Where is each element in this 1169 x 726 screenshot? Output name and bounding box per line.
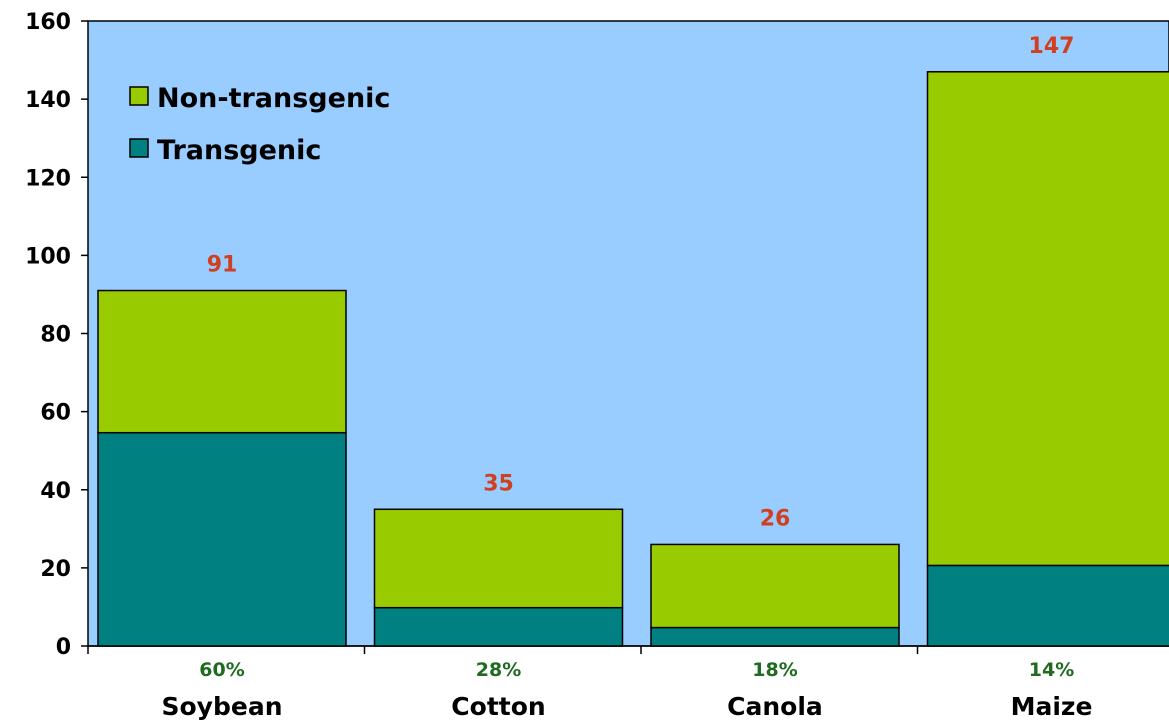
legend-label: Transgenic [157,135,321,166]
y-tick-label: 160 [25,10,71,35]
total-label: 26 [760,506,791,531]
y-tick-label: 40 [40,479,71,504]
bar-transgenic-soybean [98,433,346,646]
legend-label: Non-transgenic [157,83,390,114]
category-percent-label: 60% [199,659,244,681]
legend-swatch-transgenic [130,139,148,157]
total-label: 35 [483,471,514,496]
bar-non-transgenic-canola [651,544,899,627]
y-tick-label: 60 [40,401,71,426]
y-tick-label: 20 [40,557,71,582]
y-tick-label: 100 [25,244,71,269]
y-tick-label: 80 [40,323,71,348]
bar-transgenic-cotton [375,608,623,646]
bar-non-transgenic-maize [928,72,1169,566]
bar-non-transgenic-cotton [375,509,623,607]
legend-swatch-non-transgenic [130,87,148,105]
x-tick-label: Soybean [162,692,283,721]
y-tick-label: 120 [25,166,71,191]
category-percent-label: 14% [1029,659,1074,681]
total-label: 147 [1029,34,1075,59]
x-tick-label: Maize [1011,692,1093,721]
total-label: 91 [207,253,238,278]
y-tick-label: 0 [56,635,71,660]
x-tick-label: Cotton [451,692,545,721]
category-percent-label: 18% [752,659,797,681]
x-tick-label: Canola [727,692,823,721]
category-percent-label: 28% [476,659,521,681]
bar-transgenic-maize [928,566,1169,646]
bar-non-transgenic-soybean [98,291,346,433]
bar-transgenic-canola [651,628,899,646]
y-tick-label: 140 [25,88,71,113]
